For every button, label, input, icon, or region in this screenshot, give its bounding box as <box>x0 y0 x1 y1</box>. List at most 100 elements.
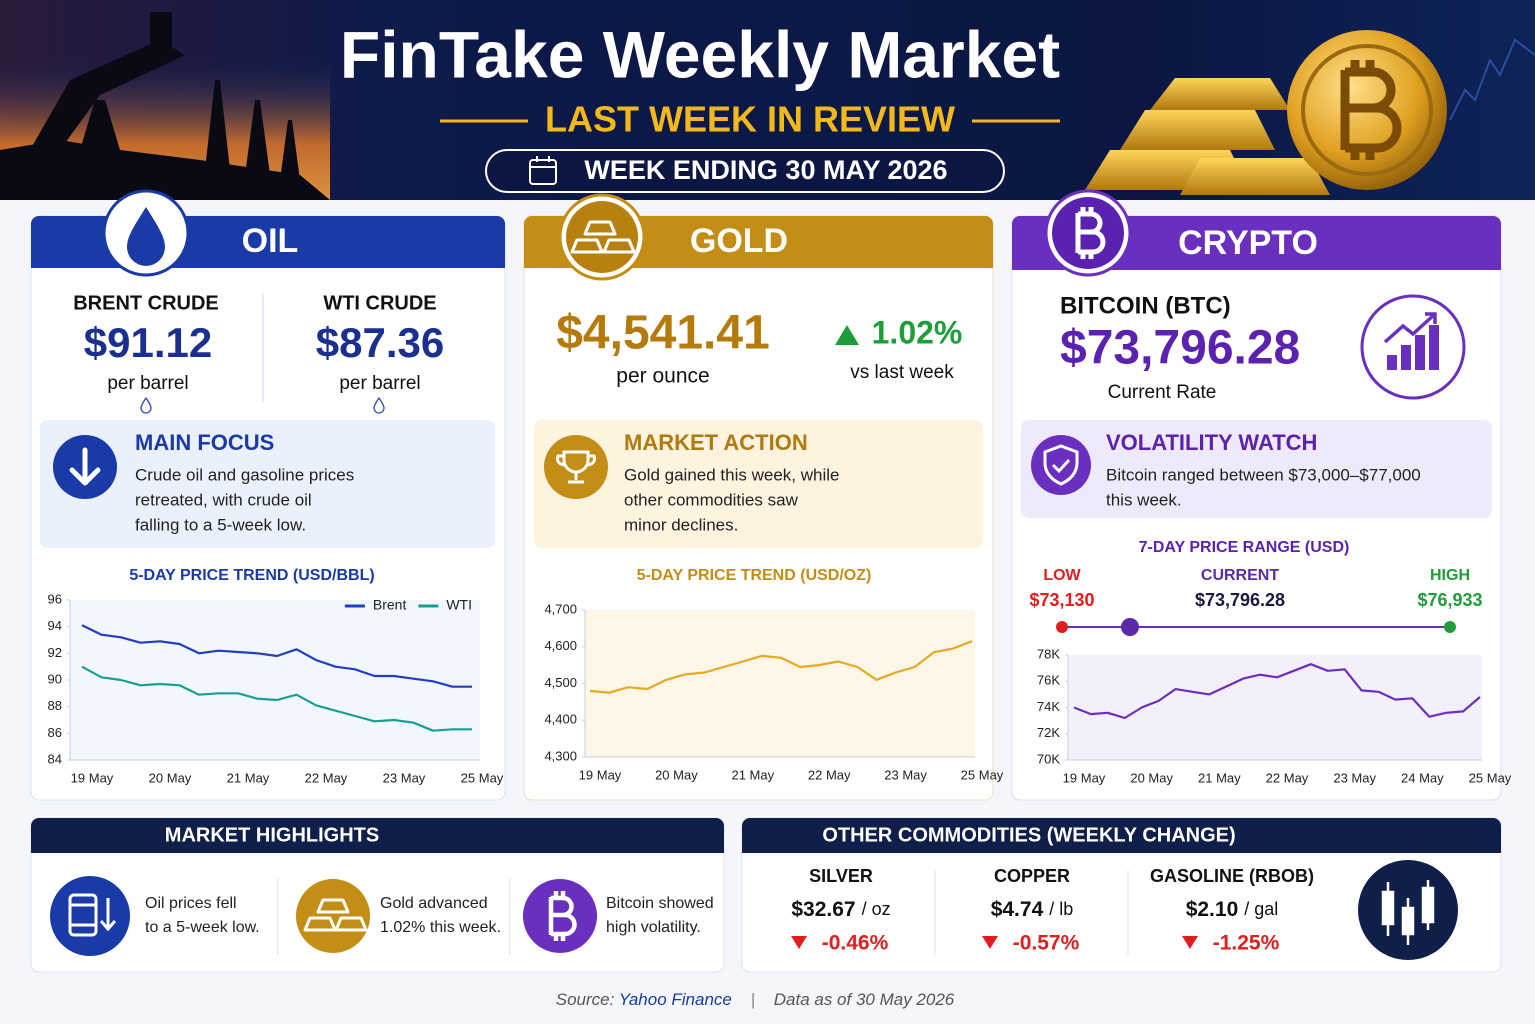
source: Yahoo Finance <box>619 990 732 1009</box>
y-tick-label: 74K <box>1037 699 1060 714</box>
y-tick-label: 78K <box>1037 646 1060 661</box>
trophy <box>555 450 597 484</box>
range-title: 7-DAY PRICE RANGE (USD) <box>1139 539 1350 556</box>
gold-icon-inner <box>566 201 638 273</box>
range-label: LOW <box>1043 567 1081 584</box>
footer: Source: Yahoo Finance | Data as of 30 Ma… <box>556 990 955 1009</box>
gold-change: 1.02% <box>872 314 963 350</box>
commodity-price: $2.10/ gal <box>1186 898 1279 921</box>
commodity-name: GASOLINE (RBOB) <box>1150 866 1314 886</box>
commodity-change: -0.57% <box>1013 932 1080 955</box>
separator: | <box>751 990 755 1009</box>
up-triangle <box>835 325 859 345</box>
y-tick-label: 84 <box>48 751 62 766</box>
focus-line: falling to a 5-week low. <box>135 515 306 534</box>
y-tick-label: 86 <box>48 725 62 740</box>
plot-bg <box>70 600 480 760</box>
y-tick-label: 76K <box>1037 673 1060 688</box>
commodities-title: OTHER COMMODITIES (WEEKLY CHANGE) <box>822 824 1235 846</box>
x-tick-label: 23 May <box>884 767 927 782</box>
range-label: HIGH <box>1430 567 1470 584</box>
action-box <box>534 420 983 548</box>
crypto-band <box>1012 216 1501 270</box>
range-marker <box>1056 621 1068 633</box>
growth-icon <box>1360 294 1466 400</box>
focus-line: Crude oil and gasoline prices <box>135 465 354 484</box>
watch-title: VOLATILITY WATCH <box>1106 430 1317 455</box>
oil-rig-silhouette <box>0 12 330 200</box>
x-tick-label: 19 May <box>1063 770 1106 785</box>
bitcoin-glyph <box>548 891 577 941</box>
bitcoin-coin <box>1287 30 1447 190</box>
unit: / lb <box>1049 899 1073 919</box>
highlight-line: Oil prices fell <box>145 895 237 912</box>
action-line: minor declines. <box>624 515 738 534</box>
growth-bars <box>1387 325 1439 370</box>
highlight-line: to a 5-week low. <box>145 919 260 936</box>
btc-price: $73,796.28 <box>1060 322 1300 375</box>
watch-line: this week. <box>1106 490 1182 509</box>
price: $4.74 <box>991 898 1044 921</box>
down-triangle <box>1182 936 1198 949</box>
barrel-glyph <box>68 893 117 937</box>
unit: / oz <box>862 899 891 919</box>
y-tick-label: 96 <box>48 591 62 606</box>
small-drops <box>140 396 385 414</box>
y-tick-label: 4,600 <box>544 638 577 653</box>
commodity-change: -1.25% <box>1213 932 1280 955</box>
watch-line: Bitcoin ranged between $73,000–$77,000 <box>1106 465 1421 484</box>
x-tick-label: 24 May <box>1401 770 1444 785</box>
action-title: MARKET ACTION <box>624 430 808 455</box>
range-value: $76,933 <box>1417 590 1482 610</box>
highlight-line: high volatility. <box>606 919 701 936</box>
focus-box <box>40 420 495 548</box>
range-marker <box>1120 618 1139 636</box>
drop-icon <box>127 207 165 266</box>
wti-unit: per barrel <box>339 373 420 394</box>
x-tick-label: 22 May <box>305 770 348 785</box>
down-triangle <box>791 936 807 949</box>
chart-title: 5-DAY PRICE TREND (USD/OZ) <box>637 567 872 584</box>
action-line: other commodities saw <box>624 490 799 509</box>
bars-glyph <box>303 898 368 932</box>
bars-icon <box>296 879 370 953</box>
gold-bars-icon <box>570 220 636 254</box>
wti-name: WTI CRUDE <box>323 292 436 314</box>
commodities-band <box>742 818 1501 853</box>
focus-line: retreated, with crude oil <box>135 490 312 509</box>
x-tick-label: 25 May <box>961 767 1004 782</box>
commodity-name: COPPER <box>994 866 1070 886</box>
x-tick-label: 22 May <box>1266 770 1309 785</box>
price: $2.10 <box>1186 898 1239 921</box>
x-tick-label: 20 May <box>149 770 192 785</box>
subtitle: LAST WEEK IN REVIEW <box>545 99 955 140</box>
bitcoin-glyph <box>1075 207 1106 259</box>
range-value: $73,796.28 <box>1195 590 1285 610</box>
price-line <box>1073 663 1481 720</box>
focus-title: MAIN FOCUS <box>135 430 274 455</box>
btc-price-note: Current Rate <box>1108 382 1217 403</box>
y-tick-label: 4,400 <box>544 712 577 727</box>
x-tick-label: 20 May <box>1130 770 1173 785</box>
gold-heading: GOLD <box>690 222 788 260</box>
y-tick-label: 4,700 <box>544 601 577 616</box>
y-tick-label: 4,500 <box>544 675 577 690</box>
down-triangle <box>982 936 998 949</box>
range-label: CURRENT <box>1201 567 1279 584</box>
barrel-icon <box>50 876 130 956</box>
highlight-line: Bitcoin showed <box>606 895 714 912</box>
range-marker <box>1444 621 1456 633</box>
btc-name: BITCOIN (BTC) <box>1060 292 1231 319</box>
shield <box>1043 444 1079 486</box>
price-line <box>81 624 472 688</box>
crypto-heading: CRYPTO <box>1178 224 1318 262</box>
x-tick-label: 19 May <box>71 770 114 785</box>
chart-title: 5-DAY PRICE TREND (USD/BBL) <box>129 567 374 584</box>
y-tick-label: 90 <box>48 671 62 686</box>
range-value: $73,130 <box>1029 590 1094 610</box>
y-tick-label: 94 <box>48 618 62 633</box>
plot-bg <box>1068 655 1482 760</box>
week-ending: WEEK ENDING 30 MAY 2026 <box>584 155 947 185</box>
